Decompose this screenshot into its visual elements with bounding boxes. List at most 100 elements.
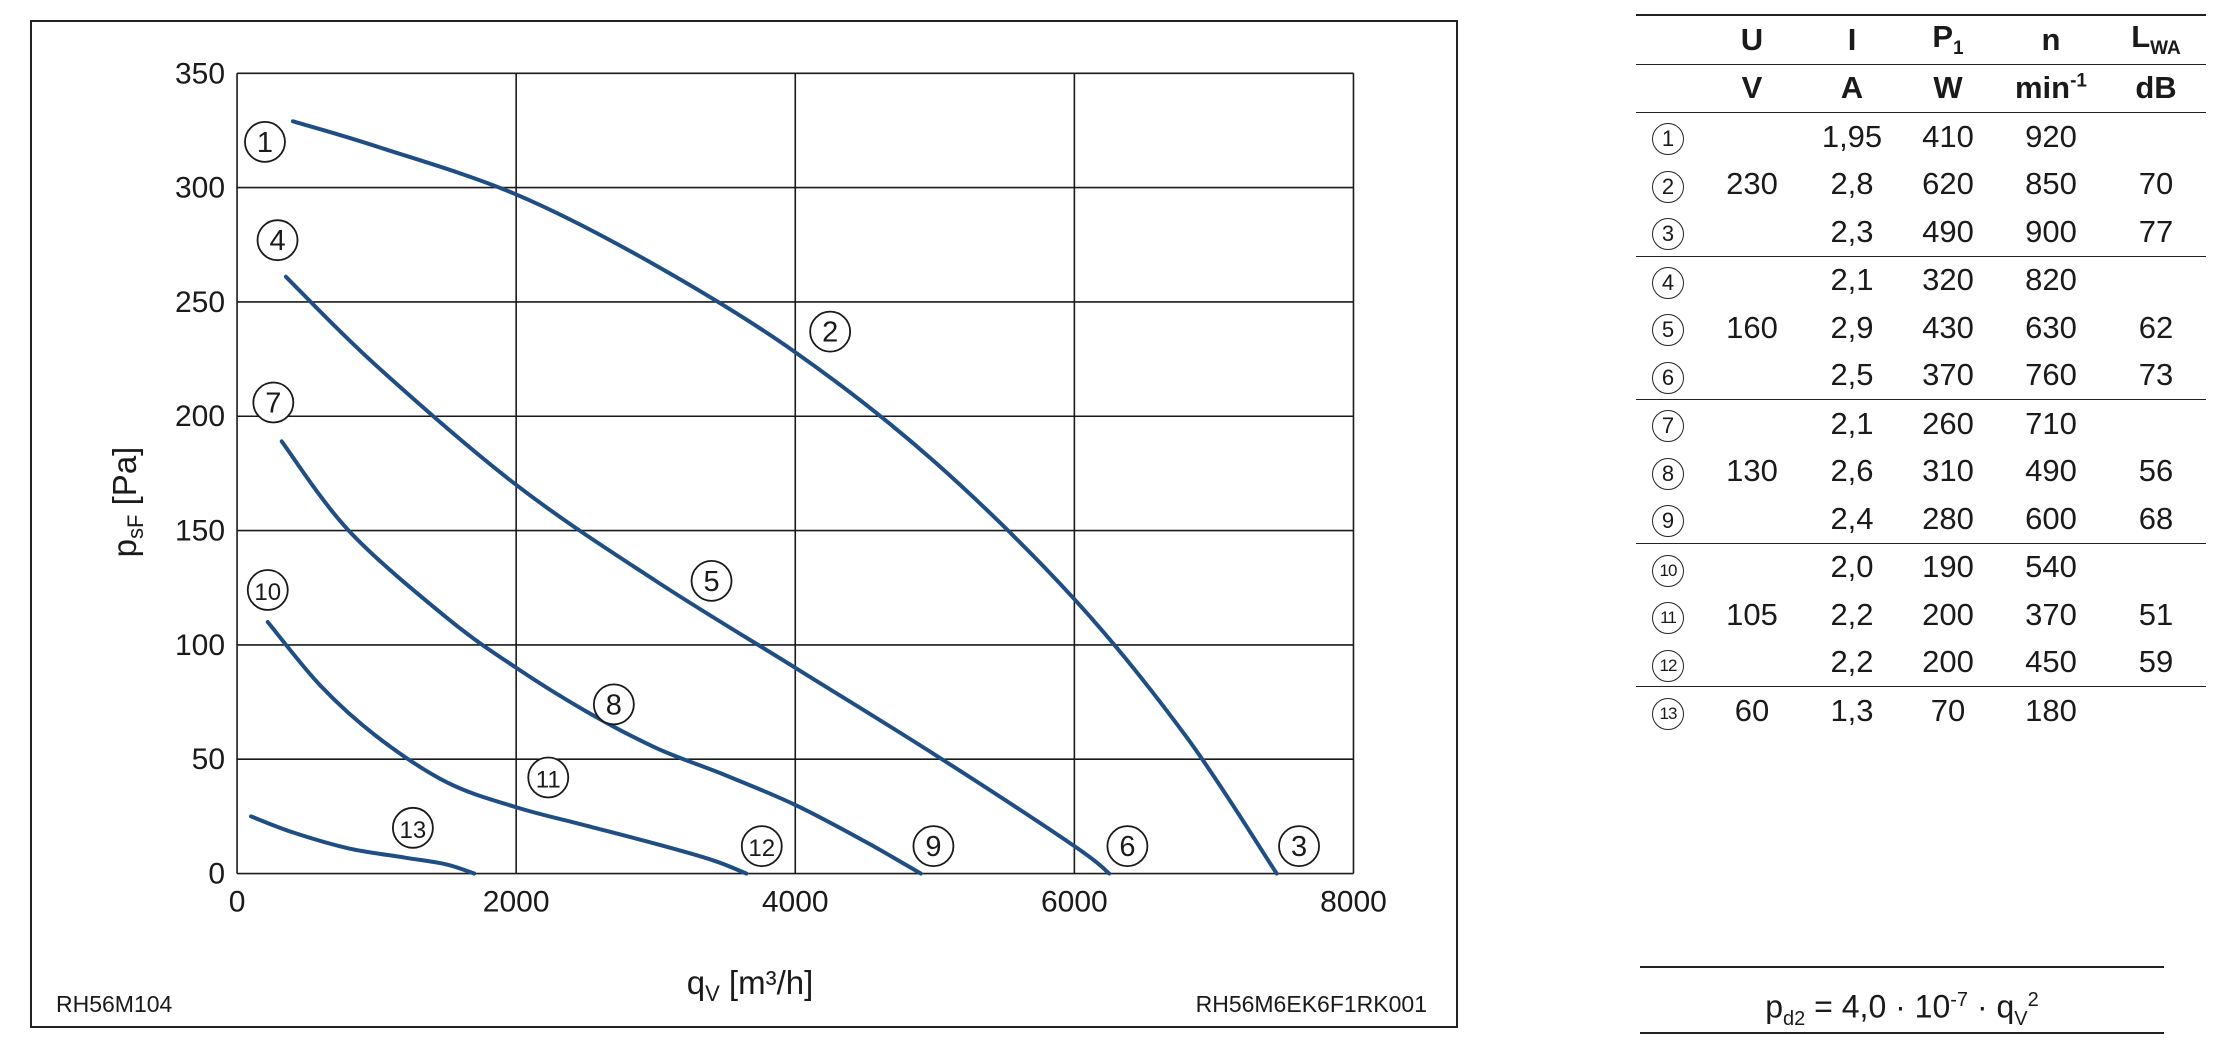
- cell-sound: 68: [2106, 495, 2206, 544]
- cell-current: 2,3: [1804, 208, 1900, 257]
- header-current: I: [1804, 14, 1900, 64]
- svg-text:13: 13: [400, 817, 427, 844]
- cell-speed: 540: [2025, 549, 2077, 585]
- series-curve-1: [290, 119, 1279, 876]
- table-row: 8 130 2,6 310 490 56: [1636, 448, 2206, 496]
- row-id-badge: 12: [1652, 649, 1684, 682]
- svg-text:4: 4: [269, 225, 285, 257]
- cell-current: 2,8: [1830, 166, 1874, 202]
- table-row: 1 1,95 410 920: [1636, 113, 2206, 161]
- y-tick-label: 200: [175, 400, 225, 433]
- x-axis-title: qV [m³/h]: [687, 964, 814, 1006]
- row-id: 8: [1636, 448, 1700, 496]
- chart-code-left: RH56M104: [56, 991, 173, 1017]
- cell-sound: [2106, 687, 2206, 735]
- svg-text:3: 3: [1291, 831, 1307, 863]
- cell-sound: 56: [2138, 453, 2174, 489]
- curve-label-8: 8: [592, 683, 635, 726]
- chart-frame: 0 2000 4000 6000 8000 0 50 100 150 200 250 300 350 1…: [30, 20, 1458, 1028]
- cell-voltage: [1700, 495, 1804, 544]
- cell-current: 2,4: [1804, 495, 1900, 544]
- cell-speed: 900: [1996, 208, 2106, 257]
- fan-curve-chart: 0 2000 4000 6000 8000 0 50 100 150 200 250 300 350 1…: [56, 57, 1427, 1017]
- row-id: 1: [1636, 113, 1700, 161]
- cell-power: 320: [1922, 262, 1974, 298]
- table-body: 1 1,95 410 920 2 230 2,8 620 850 70 3 2,3 490 900 77 4 2…: [1636, 113, 2206, 735]
- dynamic-pressure-formula: pd2 = 4,0 · 10-7 · qV2: [1640, 966, 2164, 1034]
- row-id: 11: [1636, 591, 1700, 639]
- row-id: 3: [1636, 208, 1700, 257]
- cell-current: 1,3: [1830, 692, 1874, 728]
- row-id-badge: 10: [1652, 554, 1684, 587]
- series-curves: [249, 119, 1279, 876]
- y-tick-label: 50: [192, 743, 225, 776]
- cell-power: 200: [1922, 596, 1974, 632]
- chart-code-right: RH56M6EK6F1RK001: [1196, 991, 1427, 1017]
- cell-voltage: [1700, 113, 1804, 161]
- row-id: 10: [1636, 543, 1700, 591]
- row-id-badge: 7: [1652, 410, 1684, 443]
- cell-power: 430: [1922, 309, 1974, 345]
- table-units-row: V A W min-1 dB: [1636, 63, 2206, 113]
- table-row: 9 2,4 280 600 68: [1636, 495, 2206, 544]
- unit-sound: dB: [2106, 63, 2206, 113]
- cell-voltage: [1700, 400, 1804, 448]
- cell-current: 2,2: [1830, 596, 1874, 632]
- x-tick-label: 4000: [762, 886, 829, 919]
- row-id: 6: [1636, 351, 1700, 400]
- series-curve-3: [279, 439, 923, 876]
- table-row: 4 2,1 320 820: [1636, 256, 2206, 304]
- curve-label-13: 13: [391, 806, 434, 849]
- cell-current: 2,1: [1830, 262, 1874, 298]
- cell-speed: 630: [2025, 309, 2077, 345]
- unit-voltage: V: [1700, 63, 1804, 113]
- table-row: 12 2,2 200 450 59: [1636, 638, 2206, 687]
- cell-power: 260: [1922, 405, 1974, 441]
- cell-sound: [2106, 113, 2206, 161]
- row-id-badge: 8: [1652, 457, 1684, 490]
- cell-sound: 51: [2138, 596, 2174, 632]
- row-id-badge: 3: [1652, 218, 1684, 251]
- y-tick-label: 350: [175, 57, 225, 90]
- series-curve-5: [249, 814, 477, 876]
- unit-blank: [1636, 63, 1700, 113]
- table-row: 6 2,5 370 760 73: [1636, 351, 2206, 400]
- grid: [236, 72, 1355, 875]
- cell-sound: [2106, 400, 2206, 448]
- cell-current: 2,1: [1830, 405, 1874, 441]
- row-id: 7: [1636, 400, 1700, 448]
- cell-voltage: [1700, 638, 1804, 687]
- row-id: 13: [1636, 687, 1700, 735]
- svg-text:12: 12: [748, 835, 775, 862]
- y-tick-label: 100: [175, 629, 225, 662]
- cell-sound: 62: [2138, 309, 2174, 345]
- table-row: 3 2,3 490 900 77: [1636, 208, 2206, 257]
- cell-speed: 180: [2025, 692, 2077, 728]
- cell-power: 280: [1900, 495, 1996, 544]
- cell-voltage: 230: [1726, 166, 1778, 202]
- cell-voltage: [1700, 208, 1804, 257]
- y-axis-title: psF [Pa]: [106, 447, 148, 558]
- table-row: 13 60 1,3 70 180: [1636, 687, 2206, 735]
- curve-label-1: 1: [244, 120, 286, 163]
- header-blank: [1636, 14, 1700, 64]
- cell-power: 70: [1930, 692, 1966, 728]
- svg-text:6: 6: [1119, 831, 1135, 863]
- cell-power: 190: [1922, 549, 1974, 585]
- row-id: 5: [1636, 304, 1700, 352]
- svg-text:2: 2: [822, 317, 838, 349]
- cell-sound: 70: [2138, 166, 2174, 202]
- cell-current: 2,2: [1804, 638, 1900, 687]
- row-id-badge: 13: [1652, 698, 1684, 731]
- svg-text:7: 7: [265, 388, 281, 420]
- cell-speed: 820: [2025, 262, 2077, 298]
- row-id-badge: 5: [1652, 314, 1684, 347]
- cell-power: 370: [1900, 351, 1996, 400]
- table-row: 7 2,1 260 710: [1636, 400, 2206, 448]
- cell-sound: 59: [2106, 638, 2206, 687]
- curve-label-11: 11: [527, 756, 570, 799]
- row-id: 12: [1636, 638, 1700, 687]
- x-tick-label: 2000: [483, 886, 550, 919]
- cell-power: 410: [1922, 118, 1974, 154]
